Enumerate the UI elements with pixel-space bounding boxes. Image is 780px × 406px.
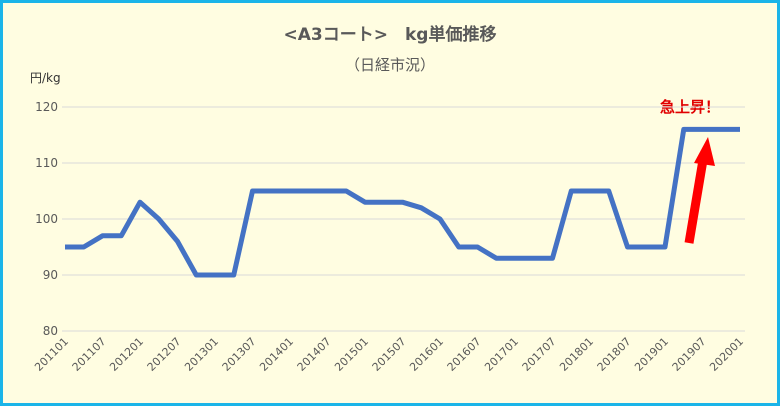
chart-subtitle: （日経市況）: [345, 56, 435, 74]
y-axis-label: 円/kg: [30, 71, 61, 85]
chart-title: <A3コート> kg単価推移: [284, 24, 497, 45]
y-tick-label: 110: [35, 156, 58, 170]
y-tick-label: 80: [43, 324, 58, 338]
data-line: [65, 126, 740, 278]
arrow: [684, 137, 715, 244]
y-tick-label: 90: [43, 268, 58, 282]
y-tick-label: 100: [35, 212, 58, 226]
y-tick-label: 120: [35, 100, 58, 114]
